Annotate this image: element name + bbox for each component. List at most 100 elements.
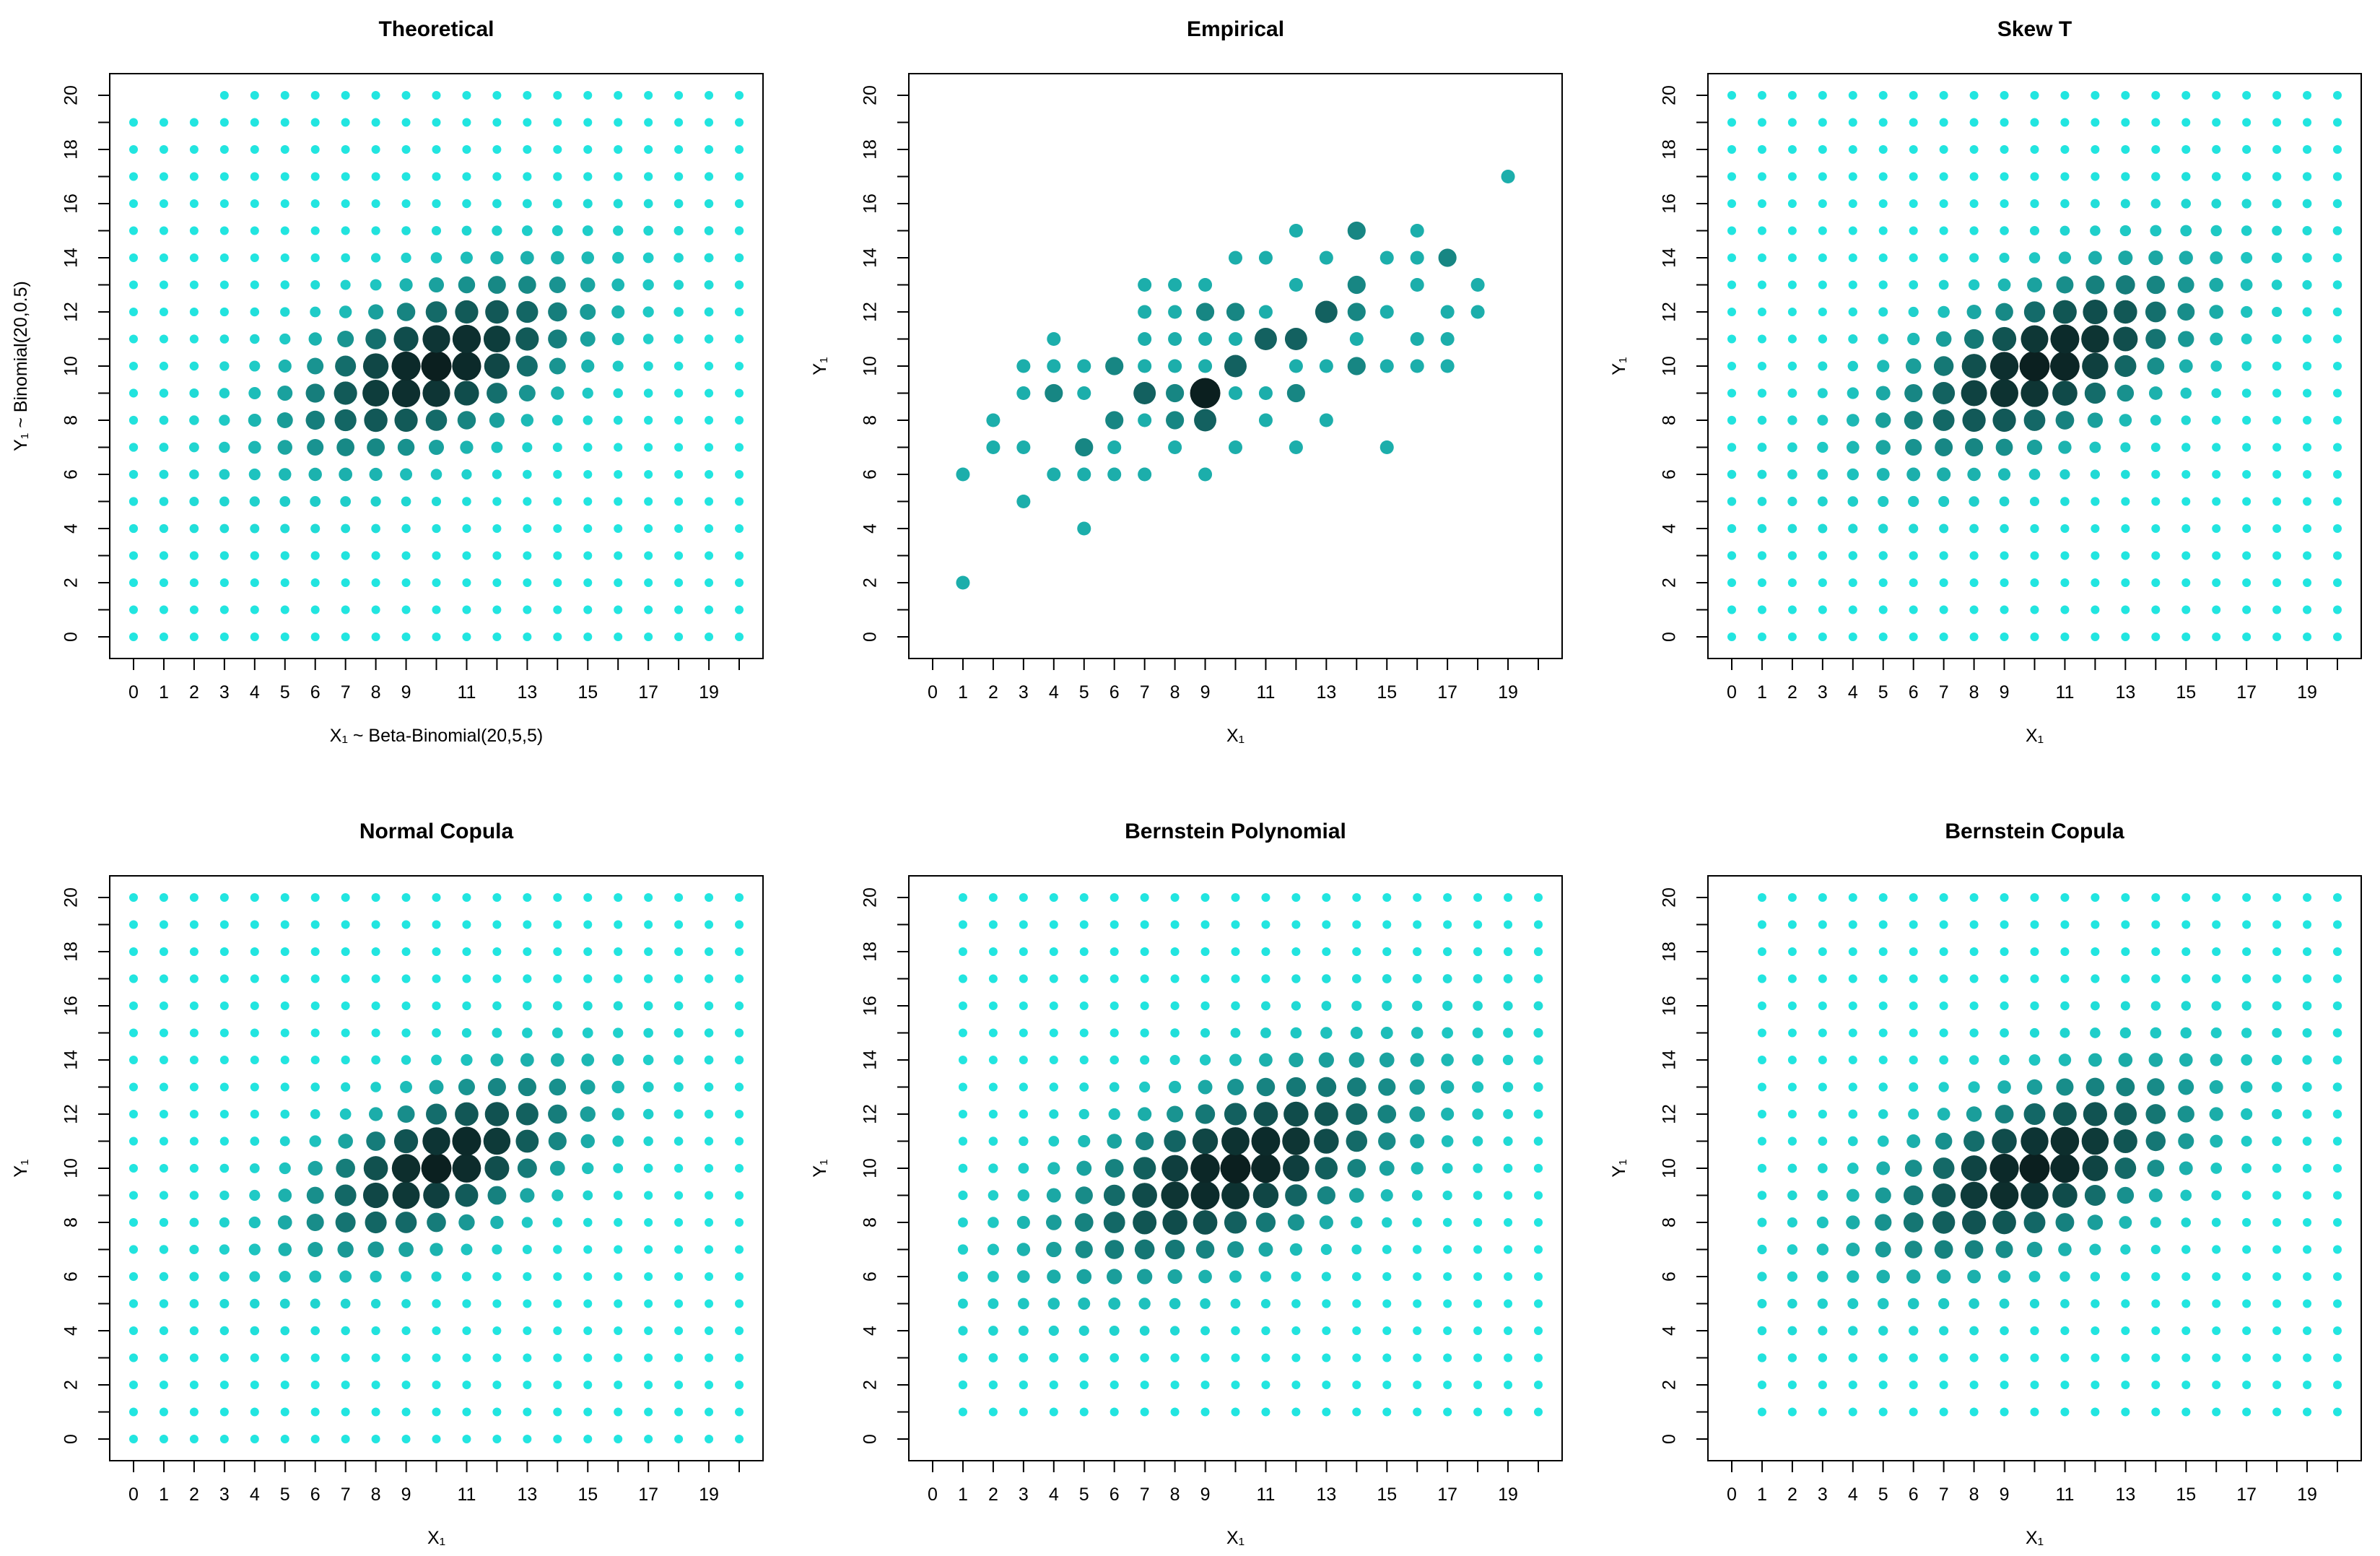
x-tick-label: 9: [1200, 682, 1211, 703]
data-point: [1200, 1298, 1211, 1309]
x-tick-label: 15: [1377, 682, 1397, 703]
data-point: [2242, 524, 2252, 533]
data-point: [371, 551, 380, 560]
data-point: [2120, 1244, 2131, 1255]
data-point: [583, 524, 593, 533]
data-point: [2303, 1245, 2312, 1254]
data-point: [1192, 1128, 1219, 1155]
data-point: [159, 920, 168, 929]
data-point: [1412, 1217, 1422, 1227]
data-point: [1256, 1077, 1276, 1097]
data-point: [2272, 415, 2282, 425]
data-point: [492, 199, 502, 209]
data-point: [1200, 1326, 1210, 1336]
data-point: [1937, 467, 1951, 482]
data-point: [2029, 1027, 2040, 1038]
data-point: [1787, 226, 1797, 235]
data-point: [129, 172, 138, 181]
data-point: [644, 1245, 653, 1254]
data-point: [2000, 91, 2009, 100]
data-point: [2210, 1134, 2223, 1148]
data-point: [1047, 359, 1061, 373]
data-point: [1190, 1153, 1220, 1183]
data-point: [401, 145, 411, 154]
x-tick-label: 0: [128, 1485, 139, 1505]
data-point: [1969, 199, 1979, 209]
data-point: [2091, 1353, 2100, 1362]
data-point: [583, 1407, 593, 1417]
data-point: [421, 351, 452, 381]
data-point: [642, 334, 654, 344]
data-point: [734, 226, 744, 235]
data-point: [1727, 551, 1737, 560]
x-tick-label: 1: [159, 682, 169, 703]
data-point: [306, 1186, 324, 1204]
data-point: [1316, 1077, 1337, 1098]
data-point: [612, 1053, 624, 1066]
data-point: [1167, 1269, 1182, 1285]
data-point: [458, 1214, 475, 1231]
data-point: [2212, 1407, 2221, 1417]
data-point: [2021, 379, 2049, 407]
panel-title: Skew T: [1997, 17, 2072, 41]
data-point: [735, 416, 744, 425]
data-point: [2272, 1245, 2282, 1254]
data-point: [189, 469, 199, 479]
data-point: [1291, 1001, 1302, 1011]
data-point: [1261, 1326, 1270, 1336]
data-point: [492, 172, 502, 181]
data-point: [2332, 1001, 2342, 1011]
data-point: [128, 1191, 139, 1200]
y-tick-label: 0: [860, 1434, 881, 1444]
data-point: [1909, 1407, 1918, 1417]
data-point: [250, 893, 259, 902]
x-tick-label: 7: [341, 1485, 351, 1505]
x-tick-label: 3: [219, 682, 230, 703]
data-point: [1965, 438, 1984, 457]
data-point: [2091, 144, 2100, 155]
data-point: [1533, 974, 1543, 983]
data-point: [250, 1353, 259, 1362]
data-point: [1504, 1381, 1513, 1389]
data-point: [1878, 551, 1888, 560]
data-point: [2242, 144, 2252, 155]
data-point: [988, 1109, 998, 1119]
data-point: [1473, 974, 1483, 983]
data-point: [705, 91, 714, 100]
y-tick-label: 0: [61, 1434, 82, 1444]
data-point: [1964, 1240, 1984, 1259]
data-point: [2241, 334, 2252, 344]
data-point: [310, 920, 320, 929]
data-point: [1110, 1380, 1119, 1390]
data-point: [1818, 893, 1827, 902]
data-point: [1079, 1353, 1089, 1362]
data-point: [1848, 523, 1858, 534]
data-point: [2091, 920, 2100, 929]
data-point: [2272, 118, 2282, 127]
data-point: [492, 633, 502, 641]
data-point: [734, 361, 744, 371]
data-point: [492, 1407, 502, 1417]
data-point: [553, 172, 562, 181]
data-point: [1352, 947, 1361, 957]
data-point: [492, 1326, 502, 1336]
data-point: [1818, 1082, 1827, 1092]
data-point: [159, 172, 168, 181]
data-point: [278, 468, 292, 481]
data-point: [1079, 1082, 1089, 1092]
data-point: [452, 1126, 481, 1156]
data-point: [1817, 496, 1828, 507]
data-point: [1075, 438, 1094, 457]
data-point: [2272, 497, 2282, 506]
data-point: [2084, 1184, 2106, 1207]
data-point: [1231, 1326, 1240, 1336]
data-point: [2000, 605, 2009, 614]
data-point: [1727, 605, 1737, 614]
data-point: [1161, 1155, 1188, 1182]
data-point: [492, 605, 502, 614]
data-point: [1992, 1129, 2017, 1154]
data-point: [1875, 1214, 1892, 1231]
data-point: [583, 118, 593, 127]
y-tick-label: 2: [860, 578, 881, 588]
data-point: [1077, 386, 1091, 401]
